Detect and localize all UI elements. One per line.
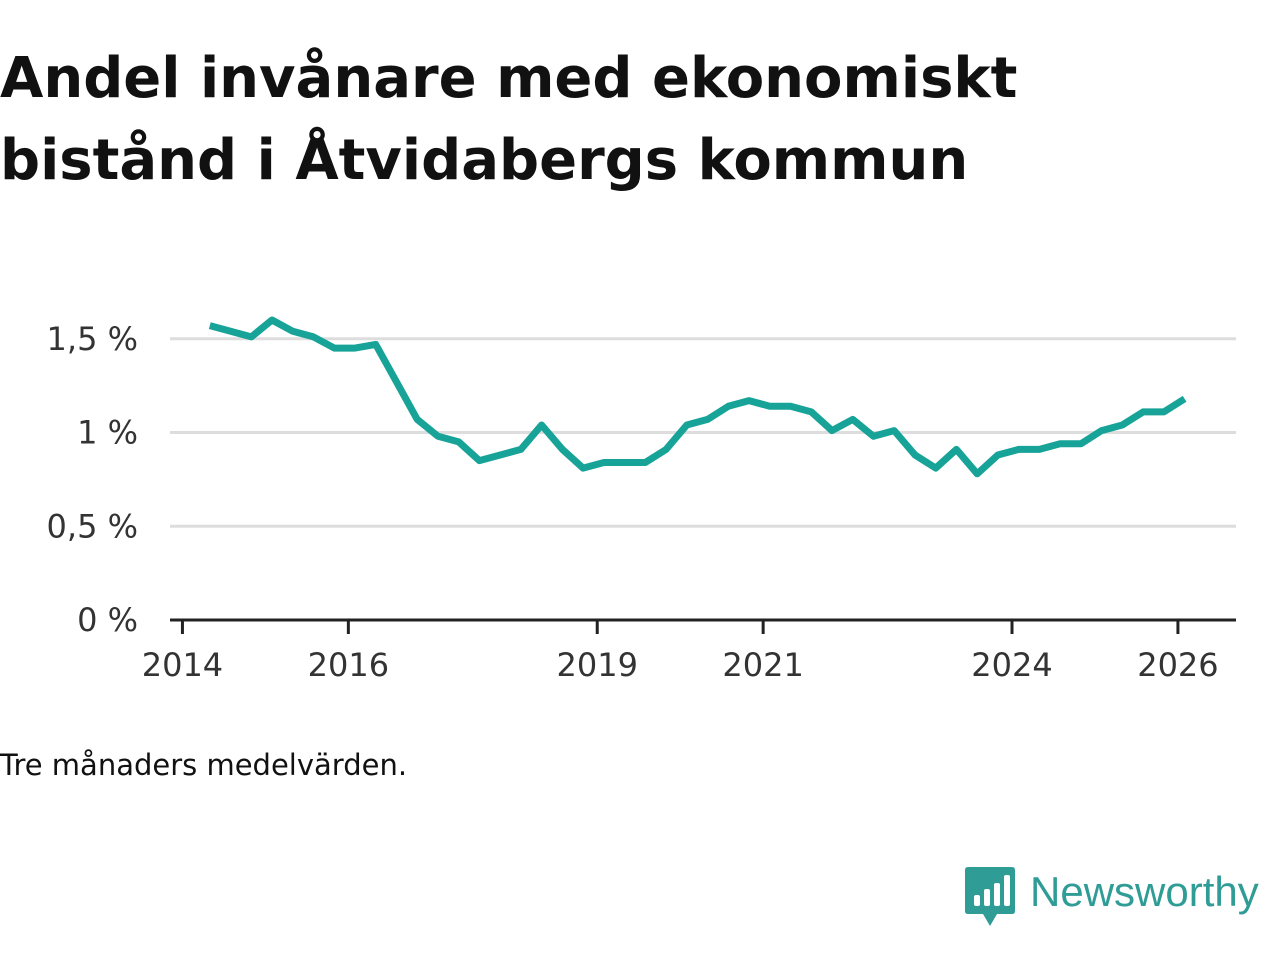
x-tick-label: 2024 — [971, 646, 1052, 684]
y-tick-label: 1,5 % — [47, 320, 138, 358]
series-line — [208, 316, 1187, 478]
chart-title: Andel invånare med ekonomiskt bistånd i … — [0, 46, 1018, 193]
x-tick-label: 2014 — [142, 646, 223, 684]
y-tick-label: 1 % — [77, 414, 138, 452]
line-chart: 0 % 0,5 % 1 % 1,5 % 2014 2016 2019 2021 2024 202… — [47, 316, 1236, 684]
y-axis-tick-labels: 0 % 0,5 % 1 % 1,5 % — [47, 320, 138, 639]
x-tick-label: 2026 — [1137, 646, 1218, 684]
x-tick-label: 2021 — [722, 646, 803, 684]
x-axis-tick-labels: 2014 2016 2019 2021 2024 2026 — [142, 646, 1219, 684]
y-tick-label: 0 % — [77, 601, 138, 639]
x-tick-label: 2016 — [308, 646, 389, 684]
brand-name: Newsworthy — [1030, 868, 1259, 915]
gridlines — [170, 337, 1236, 528]
y-tick-label: 0,5 % — [47, 507, 138, 545]
newsworthy-logo-icon — [965, 867, 1015, 926]
x-tick-label: 2019 — [557, 646, 638, 684]
chart-note: Tre månaders medelvärden. — [0, 748, 408, 782]
series-layer — [208, 316, 1187, 478]
brand-logo: Newsworthy — [964, 862, 1259, 932]
x-axis — [170, 618, 1236, 634]
